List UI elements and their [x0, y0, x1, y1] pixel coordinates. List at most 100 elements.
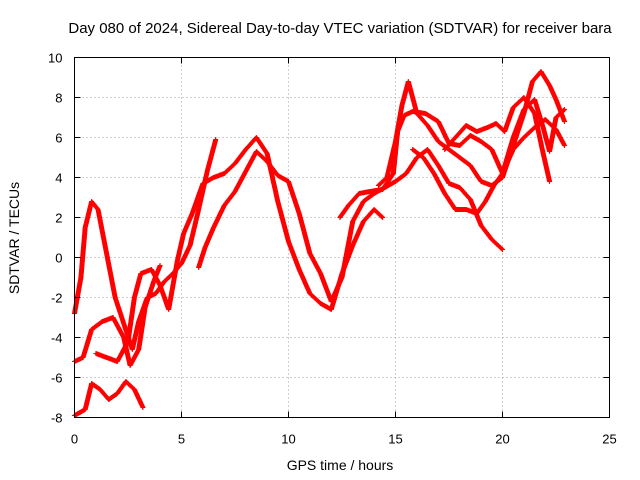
- data-point: [480, 140, 482, 143]
- data-point: [480, 180, 482, 183]
- data-point: [358, 192, 361, 195]
- y-tick-label: 4: [55, 171, 62, 186]
- data-point: [197, 208, 200, 211]
- data-point: [426, 148, 429, 151]
- data-point: [548, 84, 551, 87]
- data-point: [454, 208, 457, 211]
- data-point: [97, 208, 99, 211]
- data-point: [373, 208, 375, 211]
- data-point: [533, 112, 536, 115]
- data-point: [127, 340, 129, 343]
- data-point: [266, 160, 268, 163]
- data-point: [309, 252, 311, 255]
- data-point: [101, 320, 104, 323]
- y-tick-label: -6: [51, 371, 63, 386]
- data-point: [330, 300, 333, 303]
- data-point: [405, 172, 408, 175]
- data-point: [298, 268, 301, 271]
- data-point: [548, 180, 551, 183]
- y-tick-label: -4: [51, 331, 63, 346]
- data-point: [351, 244, 354, 247]
- data-point: [131, 348, 134, 351]
- axis-ticks: [74, 57, 610, 418]
- data-point: [437, 164, 440, 167]
- data-point: [223, 172, 226, 175]
- data-point: [191, 212, 194, 215]
- data-point: [163, 280, 166, 283]
- data-point: [381, 188, 384, 191]
- data-point: [469, 164, 472, 167]
- y-tick-label: 2: [55, 211, 62, 226]
- data-point: [255, 136, 258, 139]
- data-point: [133, 388, 136, 391]
- x-tick-label: 5: [178, 432, 185, 447]
- y-tick-label: -2: [51, 291, 63, 306]
- data-point: [401, 104, 403, 107]
- data-point: [214, 138, 217, 141]
- data-point: [124, 380, 127, 383]
- data-point: [150, 268, 153, 271]
- data-point: [548, 150, 551, 153]
- data-point: [202, 182, 204, 185]
- data-point: [443, 192, 446, 195]
- data-point: [563, 108, 566, 111]
- data-point: [167, 308, 170, 311]
- data-point: [424, 112, 427, 115]
- data-point: [137, 348, 140, 351]
- x-tick-label: 15: [388, 432, 402, 447]
- data-point: [443, 148, 446, 151]
- data-point: [416, 156, 418, 159]
- data-point: [133, 296, 136, 299]
- data-point: [407, 80, 410, 83]
- data-point: [212, 226, 215, 229]
- data-point: [486, 126, 489, 129]
- data-point: [276, 200, 279, 203]
- series-7: [375, 69, 568, 188]
- chart-title: Day 080 of 2024, Sidereal Day-to-day VTE…: [68, 20, 612, 37]
- data-point: [116, 392, 119, 395]
- data-point: [381, 216, 384, 219]
- data-point: [490, 238, 493, 241]
- data-point: [403, 114, 405, 117]
- data-point: [287, 180, 290, 183]
- data-point: [122, 322, 125, 325]
- data-point: [448, 148, 450, 151]
- data-point: [95, 352, 97, 355]
- data-point: [180, 262, 183, 265]
- data-point: [458, 144, 461, 147]
- data-point: [484, 200, 487, 203]
- x-tick-label: 20: [495, 432, 509, 447]
- data-point: [542, 152, 545, 155]
- data-point: [469, 198, 472, 201]
- data-point: [189, 244, 191, 247]
- data-point: [204, 246, 206, 249]
- data-point: [426, 124, 429, 127]
- data-point: [90, 382, 93, 385]
- data-point: [437, 140, 440, 143]
- data-point: [523, 108, 525, 111]
- data-point: [244, 148, 247, 151]
- data-point: [392, 172, 395, 175]
- data-point: [533, 98, 536, 101]
- data-point: [319, 272, 322, 275]
- data-point: [99, 388, 102, 391]
- data-point: [266, 152, 268, 155]
- data-point: [458, 186, 461, 189]
- data-point: [244, 170, 247, 173]
- data-point: [116, 360, 119, 363]
- data-point: [347, 204, 350, 207]
- data-point: [223, 204, 226, 207]
- data-point: [411, 148, 414, 151]
- y-tick-label: 10: [48, 51, 62, 66]
- data-point: [84, 408, 87, 411]
- data-point: [197, 266, 200, 269]
- data-point: [437, 120, 440, 123]
- data-point: [475, 130, 478, 133]
- y-axis-label: SDTVAR / TECUs: [6, 182, 22, 294]
- data-point: [495, 122, 497, 125]
- data-point: [182, 232, 185, 235]
- data-point: [394, 180, 397, 183]
- data-point: [351, 220, 354, 223]
- data-point: [159, 264, 162, 267]
- data-point: [212, 176, 215, 179]
